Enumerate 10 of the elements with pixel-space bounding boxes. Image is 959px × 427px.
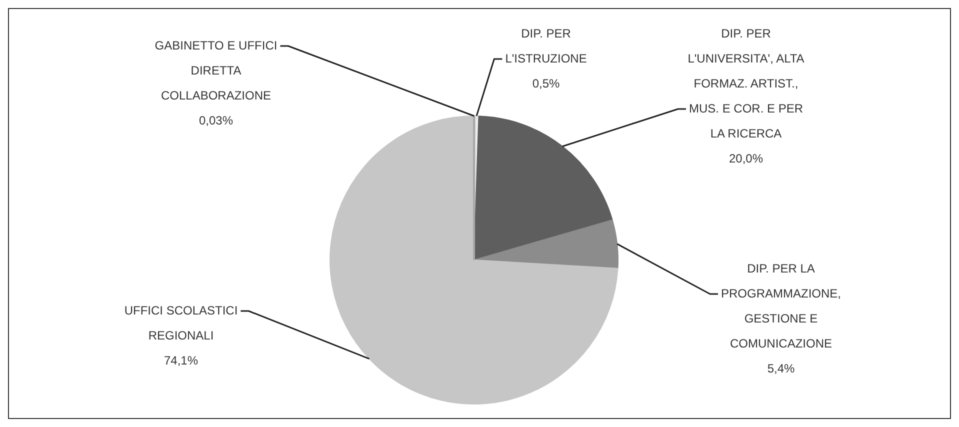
data-label: 0,03% bbox=[198, 113, 234, 128]
data-label: 0,5% bbox=[532, 76, 560, 90]
data-label: 20,0% bbox=[728, 151, 764, 166]
data-label: 5,4% bbox=[767, 361, 795, 376]
data-label: 74,1% bbox=[164, 353, 198, 368]
slice-label: DIP. PER L'ISTRUZIONE bbox=[505, 26, 587, 66]
slice-label: UFFICI SCOLASTICI REGIONALI bbox=[124, 303, 238, 342]
slice-label: GABINETTO E UFFICI DIRETTA COLLABORAZIONE bbox=[154, 38, 278, 102]
slice-label: DIP. PER LA PROGRAMMAZIONE, GESTIONE E COMUNICAZIONE bbox=[720, 261, 842, 350]
slice-label: DIP. PER L'UNIVERSITA', ALTA FORMAZ. ARTIST., MUS. E COR. E PER LA RICERCA bbox=[688, 26, 804, 140]
